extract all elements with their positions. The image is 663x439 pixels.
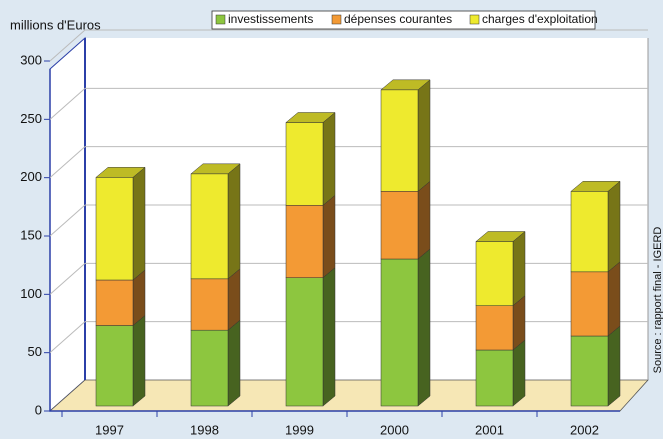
legend-swatch: [215, 14, 226, 25]
legend: [211, 10, 596, 30]
bar: [380, 191, 419, 260]
legend-swatch: [469, 14, 480, 25]
bar-top: [190, 163, 241, 175]
y-axis-title: millions d'Euros: [10, 17, 101, 32]
legend-label: investissements: [228, 12, 313, 26]
bar: [95, 177, 134, 281]
bar-side: [132, 166, 146, 281]
y-tick-label: 200: [20, 169, 42, 184]
x-tick-label: 2000: [380, 422, 409, 437]
x-tick-label: 1999: [285, 422, 314, 437]
bar: [190, 329, 229, 407]
bar: [285, 205, 324, 278]
bar-side: [227, 163, 241, 280]
grid-line-side: [49, 262, 86, 295]
y-tick-label: 50: [28, 344, 42, 359]
y-tick-label: 0: [35, 402, 42, 417]
bar-side: [417, 180, 431, 260]
bar-side: [227, 319, 241, 407]
legend-label: charges d'exploitation: [482, 12, 598, 26]
x-tick-label: 2002: [570, 422, 599, 437]
source-note: Source : rapport final - IGERD: [652, 227, 663, 374]
bar-side: [512, 339, 526, 407]
grid-line-side: [49, 87, 86, 120]
bar: [95, 279, 134, 326]
bar-side: [322, 194, 336, 279]
bar-side: [322, 267, 336, 407]
bar-side: [417, 79, 431, 192]
bar-top: [570, 181, 621, 192]
bar: [190, 278, 229, 331]
bar-top: [475, 231, 526, 242]
bar-side: [607, 325, 621, 407]
side-wall: [49, 36, 86, 413]
back-wall: [85, 38, 648, 380]
bar-side: [607, 261, 621, 337]
bar: [475, 349, 514, 407]
bar: [190, 173, 229, 280]
bar-top: [380, 79, 431, 91]
bar-side: [512, 230, 526, 307]
grid-line-side: [49, 204, 86, 237]
bar-side: [607, 180, 621, 273]
bar-side: [132, 314, 146, 407]
bar: [380, 258, 419, 407]
bar: [285, 122, 324, 206]
bar: [570, 335, 609, 407]
y-tick-label: 250: [20, 111, 42, 126]
x-tick-label: 2001: [475, 422, 504, 437]
bar-side: [227, 268, 241, 331]
bar-top: [95, 167, 146, 178]
legend-label: dépenses courantes: [344, 12, 452, 26]
bar: [285, 277, 324, 407]
grid-line-side: [49, 321, 86, 354]
x-tick-label: 1997: [95, 422, 124, 437]
grid-line-side: [49, 29, 86, 62]
bar: [570, 191, 609, 273]
bar-side: [417, 248, 431, 407]
bar-side: [322, 111, 336, 206]
bar: [380, 89, 419, 192]
legend-swatch: [331, 14, 342, 25]
y-tick-label: 300: [20, 52, 42, 67]
bar: [570, 271, 609, 337]
bar: [475, 241, 514, 306]
y-tick-label: 100: [20, 286, 42, 301]
x-tick-label: 1998: [190, 422, 219, 437]
bar: [475, 305, 514, 351]
grid-line-side: [49, 146, 86, 179]
bar-top: [285, 112, 336, 123]
y-tick-label: 150: [20, 227, 42, 242]
bar: [95, 325, 134, 407]
